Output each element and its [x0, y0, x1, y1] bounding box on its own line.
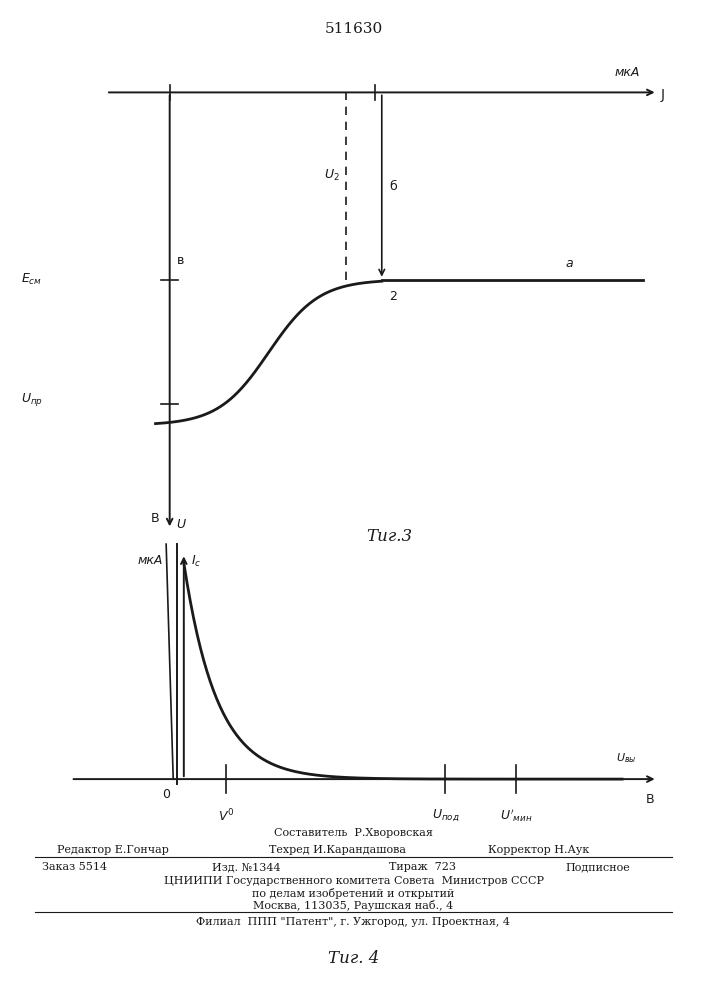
Text: Заказ 5514: Заказ 5514: [42, 862, 107, 872]
Text: $V^0$: $V^0$: [218, 807, 235, 824]
Text: Тираж  723: Тираж 723: [389, 862, 456, 872]
Text: U: U: [177, 518, 186, 530]
Text: Изд. №1344: Изд. №1344: [212, 862, 281, 872]
Text: Подписное: Подписное: [566, 862, 631, 872]
Text: B: B: [151, 512, 159, 525]
Text: 0: 0: [162, 788, 170, 802]
Text: мкА: мкА: [137, 554, 163, 566]
Text: в: в: [177, 254, 184, 267]
Text: б: б: [389, 180, 397, 192]
Text: по делам изобретений и открытий: по делам изобретений и открытий: [252, 888, 455, 899]
Text: Τиг.3: Τиг.3: [366, 528, 412, 545]
Text: Москва, 113035, Раушская наб., 4: Москва, 113035, Раушская наб., 4: [253, 900, 454, 911]
Text: ЦНИИПИ Государственного комитета Совета  Министров СССР: ЦНИИПИ Государственного комитета Совета …: [163, 876, 544, 886]
Text: J: J: [661, 88, 665, 102]
Text: Корректор Н.Аук: Корректор Н.Аук: [488, 845, 589, 855]
Text: Техред И.Карандашова: Техред И.Карандашова: [269, 845, 406, 855]
Text: $U_{под}$: $U_{под}$: [431, 807, 460, 823]
Text: а: а: [566, 257, 573, 270]
Text: B: B: [646, 793, 655, 806]
Text: Филиал  ППП "Патент", г. Ужгород, ул. Проектная, 4: Филиал ППП "Патент", г. Ужгород, ул. Про…: [197, 917, 510, 927]
Text: Редактор Е.Гончар: Редактор Е.Гончар: [57, 845, 168, 855]
Text: Составитель  Р.Хворовская: Составитель Р.Хворовская: [274, 828, 433, 838]
Text: 511630: 511630: [325, 22, 382, 36]
Text: $U'_{мин}$: $U'_{мин}$: [500, 807, 532, 824]
Text: Τиг. 4: Τиг. 4: [328, 950, 379, 967]
Text: $I_c$: $I_c$: [191, 554, 201, 569]
Text: 2: 2: [389, 290, 397, 303]
Text: мкА: мкА: [614, 66, 640, 79]
Text: $U_2$: $U_2$: [324, 168, 339, 183]
Text: $U_{пр}$: $U_{пр}$: [21, 391, 43, 408]
Text: $U_{вы}$: $U_{вы}$: [616, 751, 636, 765]
Text: $E_{см}$: $E_{см}$: [21, 272, 42, 287]
